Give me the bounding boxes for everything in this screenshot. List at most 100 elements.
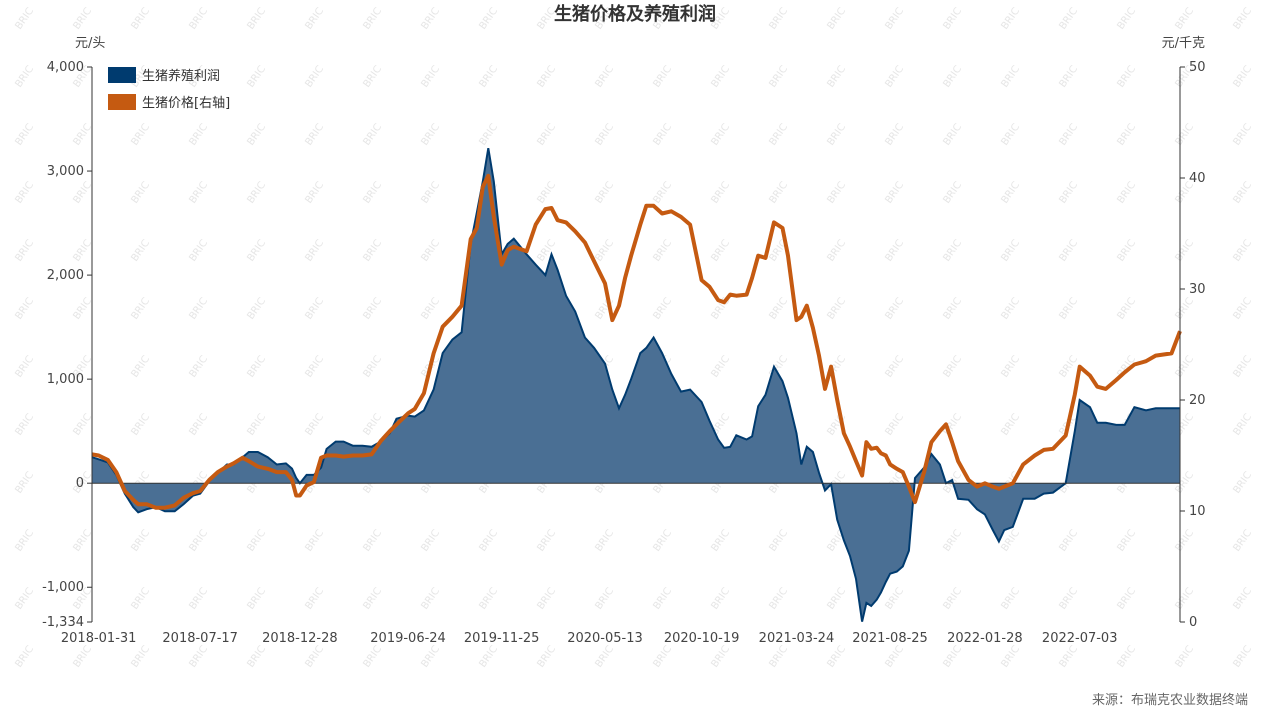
watermark-text: BRIC bbox=[1231, 354, 1254, 380]
x-tick-label: 2019-06-24 bbox=[370, 631, 446, 646]
watermark-text: BRIC bbox=[303, 180, 326, 206]
watermark-text: BRIC bbox=[1231, 296, 1254, 322]
x-tick-label: 2018-12-28 bbox=[262, 631, 338, 646]
watermark-text: BRIC bbox=[245, 644, 268, 670]
watermark-text: BRIC bbox=[883, 296, 906, 322]
watermark-text: BRIC bbox=[477, 644, 500, 670]
watermark-text: BRIC bbox=[651, 586, 674, 612]
watermark-text: BRIC bbox=[245, 6, 268, 32]
watermark-text: BRIC bbox=[187, 528, 210, 554]
watermark-text: BRIC bbox=[883, 6, 906, 32]
watermark-text: BRIC bbox=[245, 412, 268, 438]
watermark-text: BRIC bbox=[1057, 180, 1080, 206]
watermark-text: BRIC bbox=[361, 528, 384, 554]
watermark-text: BRIC bbox=[709, 354, 732, 380]
watermark-text: BRIC bbox=[13, 412, 36, 438]
left-tick-label: 0 bbox=[76, 476, 84, 491]
watermark-text: BRIC bbox=[1173, 238, 1196, 264]
watermark-text: BRIC bbox=[303, 296, 326, 322]
watermark-text: BRIC bbox=[477, 122, 500, 148]
profit-area bbox=[92, 148, 1180, 622]
watermark-text: BRIC bbox=[767, 528, 790, 554]
watermark-text: BRIC bbox=[1173, 586, 1196, 612]
watermark-text: BRIC bbox=[1115, 122, 1138, 148]
watermark-text: BRIC bbox=[709, 586, 732, 612]
watermark-text: BRIC bbox=[1057, 296, 1080, 322]
watermark-text: BRIC bbox=[1057, 238, 1080, 264]
watermark-text: BRIC bbox=[767, 6, 790, 32]
x-tick-label: 2022-07-03 bbox=[1042, 631, 1118, 646]
x-tick-label: 2021-08-25 bbox=[852, 631, 928, 646]
right-tick-label: 50 bbox=[1189, 60, 1206, 75]
watermark-text: BRIC bbox=[419, 586, 442, 612]
watermark-text: BRIC bbox=[187, 412, 210, 438]
watermark-text: BRIC bbox=[187, 296, 210, 322]
watermark-text: BRIC bbox=[1173, 354, 1196, 380]
watermark-text: BRIC bbox=[941, 6, 964, 32]
watermark-text: BRIC bbox=[477, 528, 500, 554]
watermark-text: BRIC bbox=[709, 238, 732, 264]
watermark-text: BRIC bbox=[999, 354, 1022, 380]
watermark-text: BRIC bbox=[767, 644, 790, 670]
watermark-text: BRIC bbox=[245, 528, 268, 554]
left-tick-label: 4,000 bbox=[47, 60, 84, 75]
watermark-text: BRIC bbox=[999, 412, 1022, 438]
watermark-text: BRIC bbox=[13, 296, 36, 322]
watermark-text: BRIC bbox=[129, 354, 152, 380]
watermark-text: BRIC bbox=[941, 122, 964, 148]
watermark-text: BRIC bbox=[535, 586, 558, 612]
watermark-text: BRIC bbox=[71, 180, 94, 206]
watermark-text: BRIC bbox=[13, 64, 36, 90]
watermark-text: BRIC bbox=[71, 238, 94, 264]
watermark-text: BRIC bbox=[709, 64, 732, 90]
right-tick-label: 40 bbox=[1189, 171, 1206, 186]
watermark-text: BRIC bbox=[361, 238, 384, 264]
watermark-text: BRIC bbox=[1231, 6, 1254, 32]
watermark-text: BRIC bbox=[535, 644, 558, 670]
watermark-text: BRIC bbox=[999, 238, 1022, 264]
watermark-text: BRIC bbox=[1057, 64, 1080, 90]
price-series-line bbox=[91, 173, 1182, 510]
left-tick-label: -1,000 bbox=[42, 580, 84, 595]
left-tick-label: -1,334 bbox=[42, 615, 84, 630]
watermark-text: BRIC bbox=[825, 122, 848, 148]
watermark-text: BRIC bbox=[883, 412, 906, 438]
watermark-text: BRIC bbox=[709, 528, 732, 554]
watermark-text: BRIC bbox=[129, 528, 152, 554]
watermark-text: BRIC bbox=[361, 412, 384, 438]
watermark-text: BRIC bbox=[1173, 296, 1196, 322]
watermark-text: BRIC bbox=[303, 644, 326, 670]
chart-title: 生猪价格及养殖利润 bbox=[554, 3, 716, 25]
watermark-text: BRIC bbox=[1173, 528, 1196, 554]
plot-area bbox=[91, 148, 1182, 622]
watermark-text: BRIC bbox=[1231, 470, 1254, 496]
watermark-text: BRIC bbox=[13, 586, 36, 612]
axes: 4,000 3,000 2,000 1,000 0 -1,000 -1,334 50 40 30 2… bbox=[42, 60, 1205, 646]
watermark-text: BRIC bbox=[1231, 586, 1254, 612]
watermark-text: BRIC bbox=[245, 354, 268, 380]
watermark-text: BRIC bbox=[129, 180, 152, 206]
watermark-text: BRIC bbox=[1231, 238, 1254, 264]
watermark-text: BRIC bbox=[13, 470, 36, 496]
watermark-text: BRIC bbox=[593, 122, 616, 148]
watermark-text: BRIC bbox=[999, 122, 1022, 148]
watermark-text: BRIC bbox=[941, 296, 964, 322]
watermark-text: BRIC bbox=[303, 122, 326, 148]
watermark-text: BRIC bbox=[999, 6, 1022, 32]
legend: 生猪养殖利润 生猪价格[右轴] bbox=[108, 67, 230, 111]
watermark-text: BRIC bbox=[13, 644, 36, 670]
watermark-text: BRIC bbox=[767, 296, 790, 322]
watermark-text: BRIC bbox=[187, 354, 210, 380]
legend-swatch-price bbox=[108, 94, 136, 110]
watermark-text: BRIC bbox=[941, 354, 964, 380]
watermark-text: BRIC bbox=[419, 644, 442, 670]
watermark-text: BRIC bbox=[883, 64, 906, 90]
watermark-text: BRIC bbox=[477, 6, 500, 32]
watermark-text: BRIC bbox=[419, 180, 442, 206]
watermark-text: BRIC bbox=[13, 180, 36, 206]
x-tick-label: 2021-03-24 bbox=[759, 631, 835, 646]
watermark-text: BRIC bbox=[593, 238, 616, 264]
watermark-text: BRIC bbox=[1115, 296, 1138, 322]
x-tick-label: 2019-11-25 bbox=[464, 631, 540, 646]
